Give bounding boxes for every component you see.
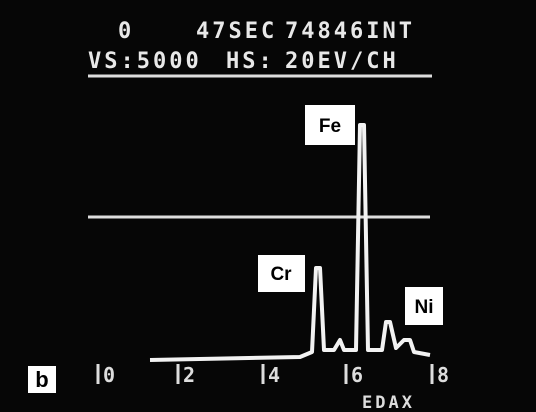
peak-label: Ni — [415, 297, 434, 318]
tick-label: 6 — [351, 363, 363, 387]
tick-label: 2 — [183, 363, 195, 387]
header-text: HS: — [226, 49, 275, 74]
tick-label: 8 — [437, 363, 449, 387]
tick-label: 0 — [103, 363, 115, 387]
header-text: 47SEC — [196, 19, 277, 44]
peak-label: Fe — [319, 116, 341, 137]
header-text: 20EV/CH — [285, 49, 399, 74]
screenshot: 0 47SEC 74846INT VS:5000 HS: 20EV/CH Fe … — [0, 0, 536, 412]
brand: EDAX — [362, 393, 415, 412]
peak-label: Cr — [270, 264, 292, 285]
header-text: VS:5000 — [88, 49, 202, 74]
header-text: 0 — [118, 19, 134, 44]
tick-label: 4 — [268, 363, 280, 387]
panel-label: b — [35, 367, 48, 392]
header-text: 74846INT — [285, 19, 415, 44]
spectrum-display: 0 47SEC 74846INT VS:5000 HS: 20EV/CH Fe … — [0, 0, 536, 412]
